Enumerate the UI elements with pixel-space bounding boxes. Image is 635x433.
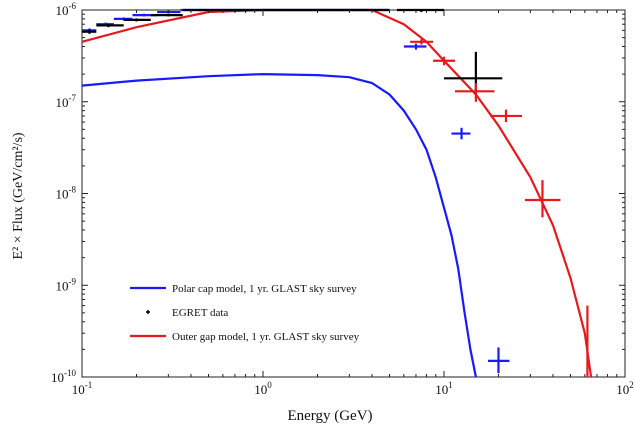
legend-label: Polar cap model, 1 yr. GLAST sky survey: [172, 283, 357, 295]
data-point: [444, 51, 503, 95]
data-point: [524, 180, 561, 218]
y-tick-label: 10-6: [56, 1, 77, 18]
x-tick-label: 102: [616, 380, 634, 397]
legend: Polar cap model, 1 yr. GLAST sky survey E…: [130, 283, 360, 343]
data-point: [403, 43, 427, 50]
y-tick-label: 10-8: [56, 185, 77, 202]
x-tick-label: 100: [254, 380, 272, 397]
data-point: [490, 109, 523, 123]
x-tick-label: 101: [435, 380, 453, 397]
y-tick-label: 10-9: [56, 276, 77, 293]
data-point: [182, 8, 217, 12]
y-axis-ticks: 10-10 10-9 10-8 10-7 10-6: [51, 1, 625, 385]
data-point: [410, 39, 434, 45]
x-axis-label: Energy (GeV): [287, 408, 372, 424]
y-tick-label: 10-10: [51, 368, 76, 385]
data-point: [82, 29, 97, 34]
data-point: [454, 83, 495, 102]
x-axis-ticks: 10-1 100 101 102: [72, 10, 634, 397]
y-tick-label: 10-7: [56, 93, 77, 110]
data-point: [150, 13, 183, 17]
legend-label: EGRET data: [172, 307, 228, 319]
points-layer: [82, 8, 589, 377]
x-tick-label: 10-1: [72, 380, 93, 397]
legend-item: Outer gap model, 1 yr. GLAST sky survey: [130, 331, 360, 343]
curves-layer: [81, 8, 593, 378]
series-curve: [81, 8, 593, 378]
data-point: [433, 56, 455, 66]
legend-item: Polar cap model, 1 yr. GLAST sky survey: [130, 283, 357, 295]
data-point: [451, 127, 471, 140]
y-axis-label: E² × Flux (GeV/cm²/s): [11, 132, 26, 259]
legend-item: EGRET data: [146, 307, 228, 319]
data-point: [96, 23, 124, 28]
data-point: [123, 18, 151, 22]
series-curve: [81, 72, 477, 378]
data-point: [487, 347, 510, 374]
legend-label: Outer gap model, 1 yr. GLAST sky survey: [172, 331, 360, 343]
